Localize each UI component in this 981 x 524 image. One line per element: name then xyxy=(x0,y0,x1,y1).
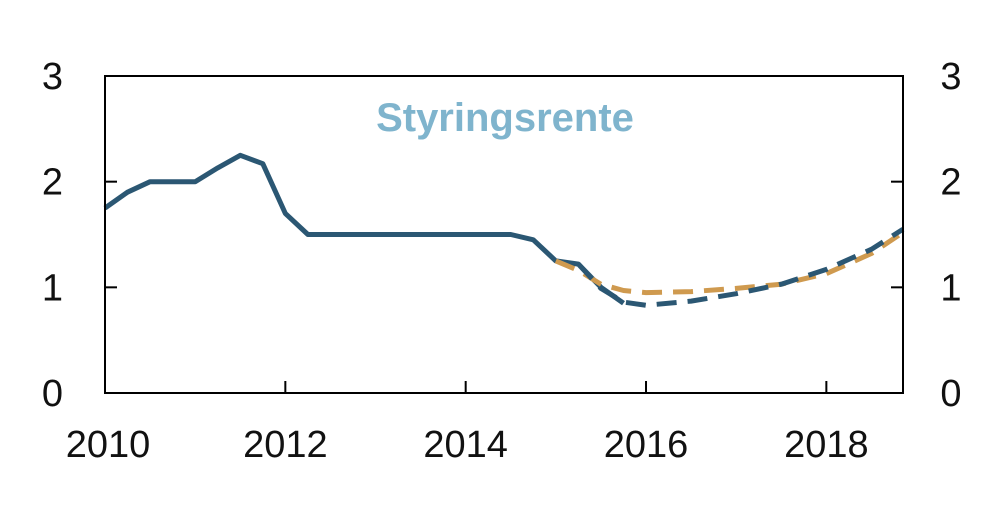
plot-area-frame xyxy=(104,75,904,394)
y-tick-label-left: 3 xyxy=(42,56,63,98)
y-tick-label-right: 0 xyxy=(940,373,961,415)
chart-title: Styringsrente xyxy=(376,96,634,140)
y-tick-label-left: 1 xyxy=(42,267,63,309)
y-tick-label-right: 1 xyxy=(940,267,961,309)
x-tick-label: 2016 xyxy=(604,424,689,466)
series-line-2 xyxy=(554,230,905,296)
x-tick-label: 2014 xyxy=(423,424,508,466)
y-tick-label-right: 3 xyxy=(940,56,961,98)
series-line-3 xyxy=(576,227,905,308)
x-tick-label: 2018 xyxy=(784,424,869,466)
axis-ticks xyxy=(104,75,903,394)
series-line-1 xyxy=(103,152,625,306)
series-layer xyxy=(103,152,905,308)
x-tick-label: 2010 xyxy=(66,424,151,466)
y-tick-label-left: 2 xyxy=(42,162,63,204)
x-tick-label: 2012 xyxy=(243,424,328,466)
y-tick-label-left: 0 xyxy=(42,373,63,415)
y-tick-label-right: 2 xyxy=(940,162,961,204)
axis-tick-labels: 0 0 1 1 2 2 3 3 2010 2012 2014 2016 2018 xyxy=(42,56,962,466)
